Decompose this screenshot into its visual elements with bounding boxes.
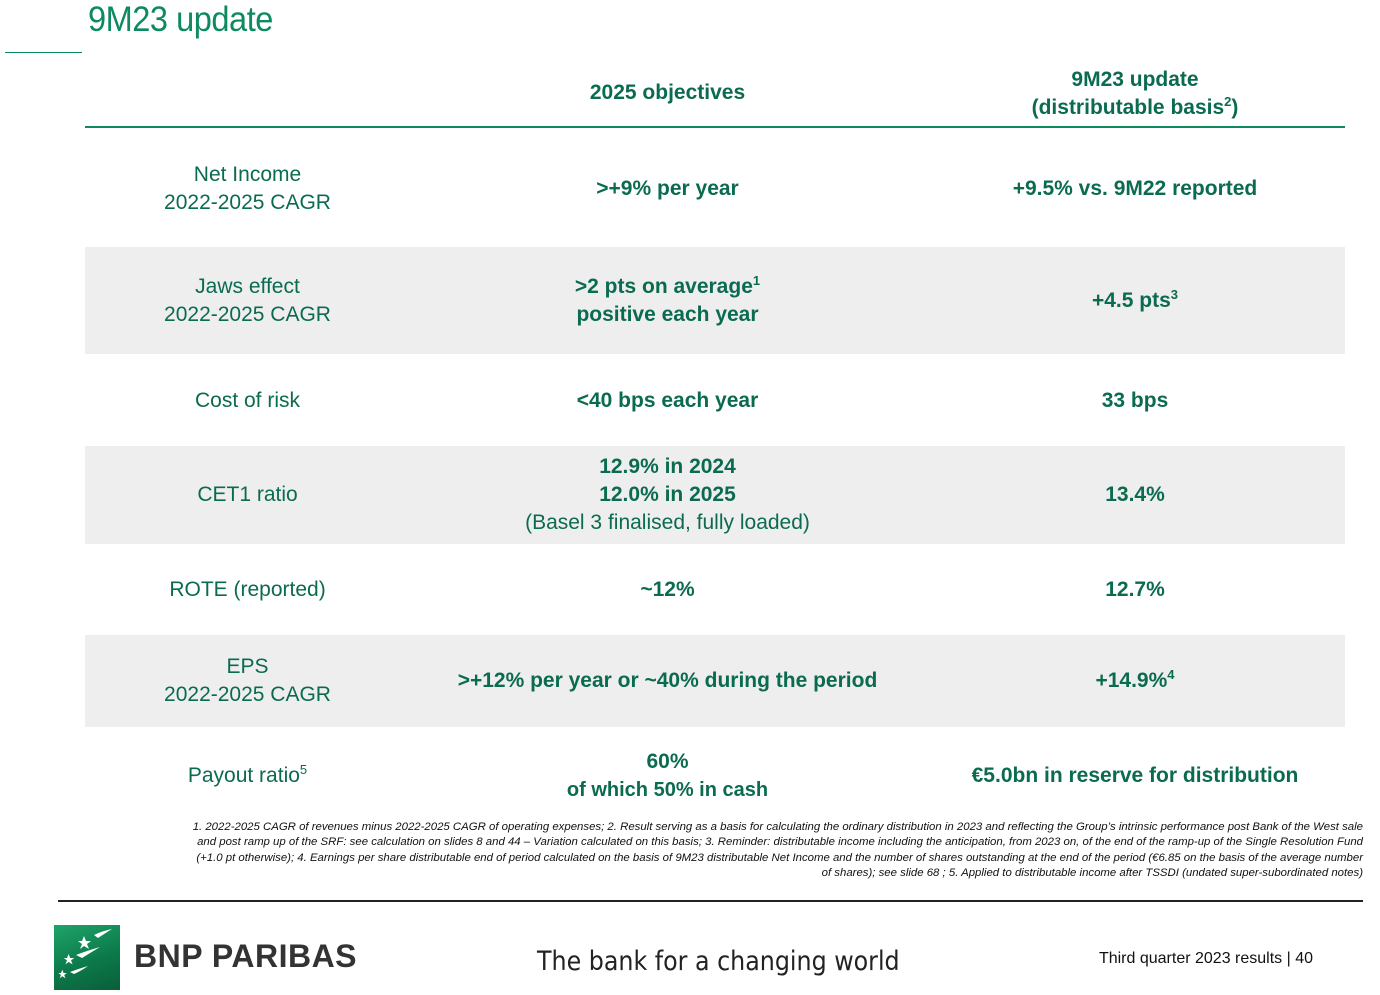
footnote-line: (+1.0 pt otherwise); 4. Earnings per sha… — [196, 851, 1363, 864]
row-label-line: EPS — [226, 655, 269, 678]
table-row-eps: EPS 2022-2025 CAGR >+12% per year or ~40… — [85, 635, 1345, 727]
row-label: EPS 2022-2025 CAGR — [85, 635, 410, 727]
table-row-rote: ROTE (reported) ~12% 12.7% — [85, 549, 1345, 631]
row-update: 12.7% — [925, 549, 1345, 631]
table-row-jaws-effect: Jaws effect 2022-2025 CAGR >2 pts on ave… — [85, 247, 1345, 354]
row-label: Net Income 2022-2025 CAGR — [85, 145, 410, 232]
header-update-text: (distributable basis — [1031, 96, 1225, 119]
row-objective-line: >2 pts on average1 — [575, 273, 760, 301]
row-update-value: €5.0bn in reserve for distribution — [971, 764, 1299, 787]
row-label: CET1 ratio — [85, 446, 410, 544]
row-update-value: +4.5 pts3 — [1092, 287, 1178, 315]
row-label: ROTE (reported) — [85, 549, 410, 631]
row-update: +9.5% vs. 9M22 reported — [925, 145, 1345, 232]
header-update: 9M23 update (distributable basis2) — [925, 66, 1345, 122]
row-objective-line: 12.9% in 2024 — [599, 455, 736, 478]
row-objective-line: (Basel 3 finalised, fully loaded) — [525, 511, 810, 534]
row-label-line: Payout ratio5 — [188, 762, 307, 790]
footnote-ref: 3 — [1170, 286, 1179, 302]
stars-icon — [58, 929, 112, 979]
row-objective: >+9% per year — [430, 145, 905, 232]
row-update: €5.0bn in reserve for distribution — [925, 735, 1345, 817]
row-objective: >2 pts on average1 positive each year — [430, 247, 905, 354]
row-label-line: 2022-2025 CAGR — [164, 683, 331, 706]
bnp-stars-logo-icon — [54, 925, 120, 990]
row-update-value: +14.9%4 — [1095, 667, 1174, 695]
footnotes: 1. 2022-2025 CAGR of revenues minus 2022… — [40, 820, 1363, 881]
footnote-line: 1. 2022-2025 CAGR of revenues minus 2022… — [192, 821, 1363, 833]
row-label: Payout ratio5 — [85, 735, 410, 817]
page-title: 9M23 update — [88, 0, 273, 39]
header-update-close: ) — [1231, 96, 1239, 119]
row-objective-line: ~12% — [640, 578, 695, 601]
row-objective-line: 12.0% in 2025 — [599, 483, 736, 506]
table-row-cost-of-risk: Cost of risk <40 bps each year 33 bps — [85, 360, 1345, 442]
header-rule — [85, 126, 1345, 128]
header-objectives: 2025 objectives — [589, 81, 746, 104]
footnote-ref: 4 — [1167, 667, 1175, 682]
brand-name: BNP PARIBAS — [134, 938, 358, 974]
row-update-value: +9.5% vs. 9M22 reported — [1012, 176, 1258, 200]
row-label-line: 2022-2025 CAGR — [164, 190, 331, 214]
row-objective-line: 60% — [646, 750, 689, 773]
row-objective-line: >+12% per year or ~40% during the period — [457, 669, 878, 692]
tagline: The bank for a changing world — [537, 946, 900, 977]
footnote-ref: 2 — [1224, 94, 1232, 109]
footer-rule — [58, 900, 1363, 902]
footnote-line: and post ramp up of the SRF: see calcula… — [197, 836, 1363, 849]
table-row-net-income: Net Income 2022-2025 CAGR >+9% per year … — [85, 145, 1345, 232]
row-update-value: 33 bps — [1101, 389, 1169, 412]
row-objective: ~12% — [430, 549, 905, 631]
header-update-line1: 9M23 update — [1071, 68, 1199, 91]
row-label-line: ROTE (reported) — [169, 578, 326, 601]
row-update: 13.4% — [925, 446, 1345, 544]
row-update-value: 13.4% — [1105, 483, 1165, 506]
row-objective-text: >2 pts on average — [574, 274, 753, 298]
row-label-line: CET1 ratio — [197, 483, 298, 506]
title-underline — [5, 52, 82, 53]
table-row-cet1-ratio: CET1 ratio 12.9% in 2024 12.0% in 2025 (… — [85, 446, 1345, 544]
row-update-value: 12.7% — [1105, 578, 1165, 601]
row-label-line: Net Income — [193, 162, 302, 186]
results-page-label: Third quarter 2023 results | 40 — [1098, 950, 1313, 967]
footnote-ref: 5 — [299, 762, 308, 777]
row-label-line: Jaws effect — [195, 274, 300, 298]
row-objective-line: <40 bps each year — [576, 389, 759, 412]
row-objective: >+12% per year or ~40% during the period — [430, 635, 905, 727]
row-update-text: +4.5 pts — [1091, 288, 1171, 312]
row-update: +14.9%4 — [925, 635, 1345, 727]
row-objective: 60% of which 50% in cash — [430, 735, 905, 817]
row-objective-line: >+9% per year — [596, 176, 739, 200]
footnote-line: of shares); see slide 68 ; 5. Applied to… — [821, 866, 1363, 879]
header-update-line2: (distributable basis2) — [925, 94, 1345, 122]
row-label: Jaws effect 2022-2025 CAGR — [85, 247, 410, 354]
row-objective: <40 bps each year — [430, 360, 905, 442]
row-update-text: +14.9% — [1095, 669, 1168, 692]
row-label-text: Payout ratio — [187, 764, 300, 787]
row-objective-line: positive each year — [576, 302, 759, 326]
row-label-line: 2022-2025 CAGR — [164, 302, 331, 326]
row-label: Cost of risk — [85, 360, 410, 442]
row-label-line: Cost of risk — [194, 389, 301, 412]
footnote-ref: 1 — [752, 272, 761, 288]
row-objective: 12.9% in 2024 12.0% in 2025 (Basel 3 fin… — [430, 446, 905, 544]
row-update: +4.5 pts3 — [925, 247, 1345, 354]
table-row-payout-ratio: Payout ratio5 60% of which 50% in cash €… — [85, 735, 1345, 817]
row-update: 33 bps — [925, 360, 1345, 442]
row-objective-line: of which 50% in cash — [566, 779, 769, 801]
